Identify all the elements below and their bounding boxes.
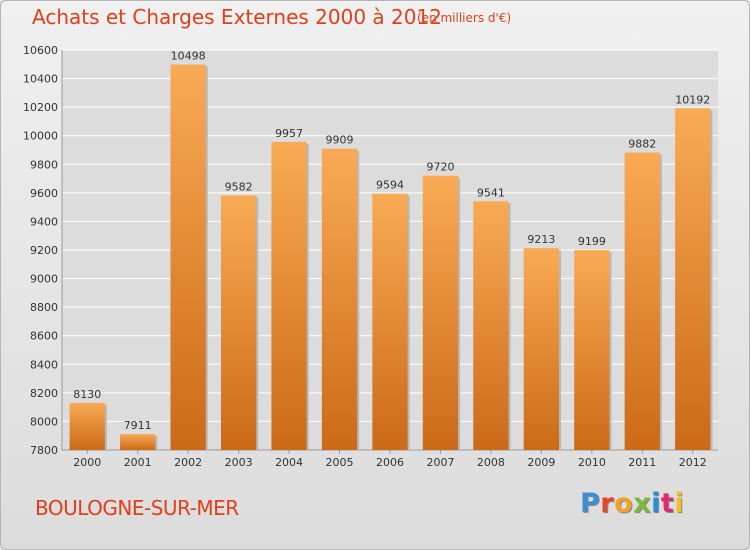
logo-letter: t xyxy=(660,488,675,519)
data-label: 10192 xyxy=(675,93,710,106)
bar xyxy=(321,148,358,450)
bar xyxy=(422,175,459,450)
y-tick-label: 9000 xyxy=(30,273,58,286)
logo-letter: i xyxy=(651,488,661,519)
bar xyxy=(120,434,156,450)
y-tick-label: 9400 xyxy=(30,215,58,228)
bar xyxy=(220,195,257,450)
y-tick-label: 8600 xyxy=(30,330,58,343)
y-tick-label: 9800 xyxy=(30,158,58,171)
y-axis: 7800 8000 8200 8400 8600 8800 9000 9200 9400 9600… xyxy=(23,44,718,457)
x-tick-label: 2006 xyxy=(376,456,404,469)
x-tick-label: 2004 xyxy=(275,456,303,469)
logo-letter: r xyxy=(600,488,615,519)
x-tick-label: 2012 xyxy=(679,456,707,469)
logo-letter: i xyxy=(674,488,685,519)
chart-title: Achats et Charges Externes 2000 à 2012 xyxy=(32,5,442,29)
bar xyxy=(271,141,307,450)
data-label: 9594 xyxy=(376,179,404,192)
logo-letter: P xyxy=(580,488,601,519)
y-tick-label: 9600 xyxy=(30,187,58,200)
data-label: 9882 xyxy=(628,138,656,151)
y-tick-label: 8200 xyxy=(30,387,58,400)
data-label: 9957 xyxy=(275,127,303,140)
chart-subtitle: (en milliers d'€) xyxy=(417,11,512,25)
proxiti-logo[interactable]: Proxiti xyxy=(580,488,684,519)
data-label: 9541 xyxy=(477,186,505,199)
x-tick-label: 2003 xyxy=(225,456,253,469)
y-tick-label: 8800 xyxy=(30,301,58,314)
x-tick-label: 2008 xyxy=(477,456,505,469)
bar xyxy=(624,152,660,451)
x-axis: 2000 2001 2002 2003 2004 2005 2006 2007 2008 2009… xyxy=(73,450,707,469)
y-tick-label: 7800 xyxy=(30,444,58,457)
data-label: 9720 xyxy=(426,161,454,174)
y-tick-label: 10000 xyxy=(23,130,58,143)
data-label: 10498 xyxy=(171,50,206,63)
bar xyxy=(69,402,105,450)
x-tick-label: 2011 xyxy=(628,456,656,469)
bar xyxy=(473,201,509,450)
x-tick-label: 2000 xyxy=(73,456,101,469)
x-tick-label: 2009 xyxy=(527,456,555,469)
bar xyxy=(170,64,206,451)
x-tick-label: 2007 xyxy=(426,456,454,469)
y-tick-label: 10400 xyxy=(23,73,58,86)
data-label: 7911 xyxy=(124,419,152,432)
x-tick-label: 2005 xyxy=(326,456,354,469)
x-tick-label: 2001 xyxy=(124,456,152,469)
city-name: BOULOGNE-SUR-MER xyxy=(35,496,239,520)
logo-letter: o xyxy=(614,488,634,519)
bars: 8130 7911 10498 9582 9957 9909 9594 9720 9541 921… xyxy=(69,50,713,451)
data-label: 9199 xyxy=(578,235,606,248)
y-tick-label: 9200 xyxy=(30,244,58,257)
y-tick-label: 8400 xyxy=(30,358,58,371)
data-label: 9213 xyxy=(527,233,555,246)
data-label: 9582 xyxy=(225,180,253,193)
bar xyxy=(675,108,711,451)
bar xyxy=(574,250,610,450)
bar xyxy=(523,248,560,450)
x-tick-label: 2010 xyxy=(578,456,606,469)
bar xyxy=(372,193,408,450)
logo-letter: x xyxy=(633,488,652,519)
y-tick-label: 8000 xyxy=(30,415,58,428)
x-tick-label: 2002 xyxy=(174,456,202,469)
y-tick-label: 10600 xyxy=(23,44,58,57)
data-label: 9909 xyxy=(326,134,354,147)
data-label: 8130 xyxy=(73,388,101,401)
y-tick-label: 10200 xyxy=(23,101,58,114)
